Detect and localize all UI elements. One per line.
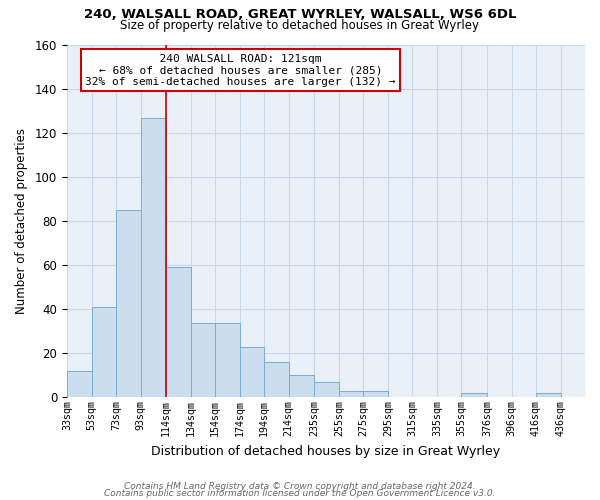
Bar — [140, 118, 166, 398]
Text: 240 WALSALL ROAD: 121sqm  
← 68% of detached houses are smaller (285)
32% of sem: 240 WALSALL ROAD: 121sqm ← 68% of detach… — [85, 54, 396, 87]
Bar — [239, 346, 264, 398]
Bar — [92, 307, 116, 398]
Text: Contains public sector information licensed under the Open Government Licence v3: Contains public sector information licen… — [104, 490, 496, 498]
Bar — [289, 376, 314, 398]
Bar — [67, 371, 92, 398]
Bar — [339, 391, 364, 398]
Bar — [264, 362, 289, 398]
Bar — [364, 391, 388, 398]
Bar — [191, 322, 215, 398]
Bar — [461, 393, 487, 398]
X-axis label: Distribution of detached houses by size in Great Wyrley: Distribution of detached houses by size … — [151, 444, 500, 458]
Text: 240, WALSALL ROAD, GREAT WYRLEY, WALSALL, WS6 6DL: 240, WALSALL ROAD, GREAT WYRLEY, WALSALL… — [84, 8, 516, 20]
Y-axis label: Number of detached properties: Number of detached properties — [15, 128, 28, 314]
Bar — [215, 322, 239, 398]
Bar — [314, 382, 339, 398]
Text: Contains HM Land Registry data © Crown copyright and database right 2024.: Contains HM Land Registry data © Crown c… — [124, 482, 476, 491]
Bar — [166, 268, 191, 398]
Text: Size of property relative to detached houses in Great Wyrley: Size of property relative to detached ho… — [121, 18, 479, 32]
Bar — [116, 210, 140, 398]
Bar — [536, 393, 560, 398]
